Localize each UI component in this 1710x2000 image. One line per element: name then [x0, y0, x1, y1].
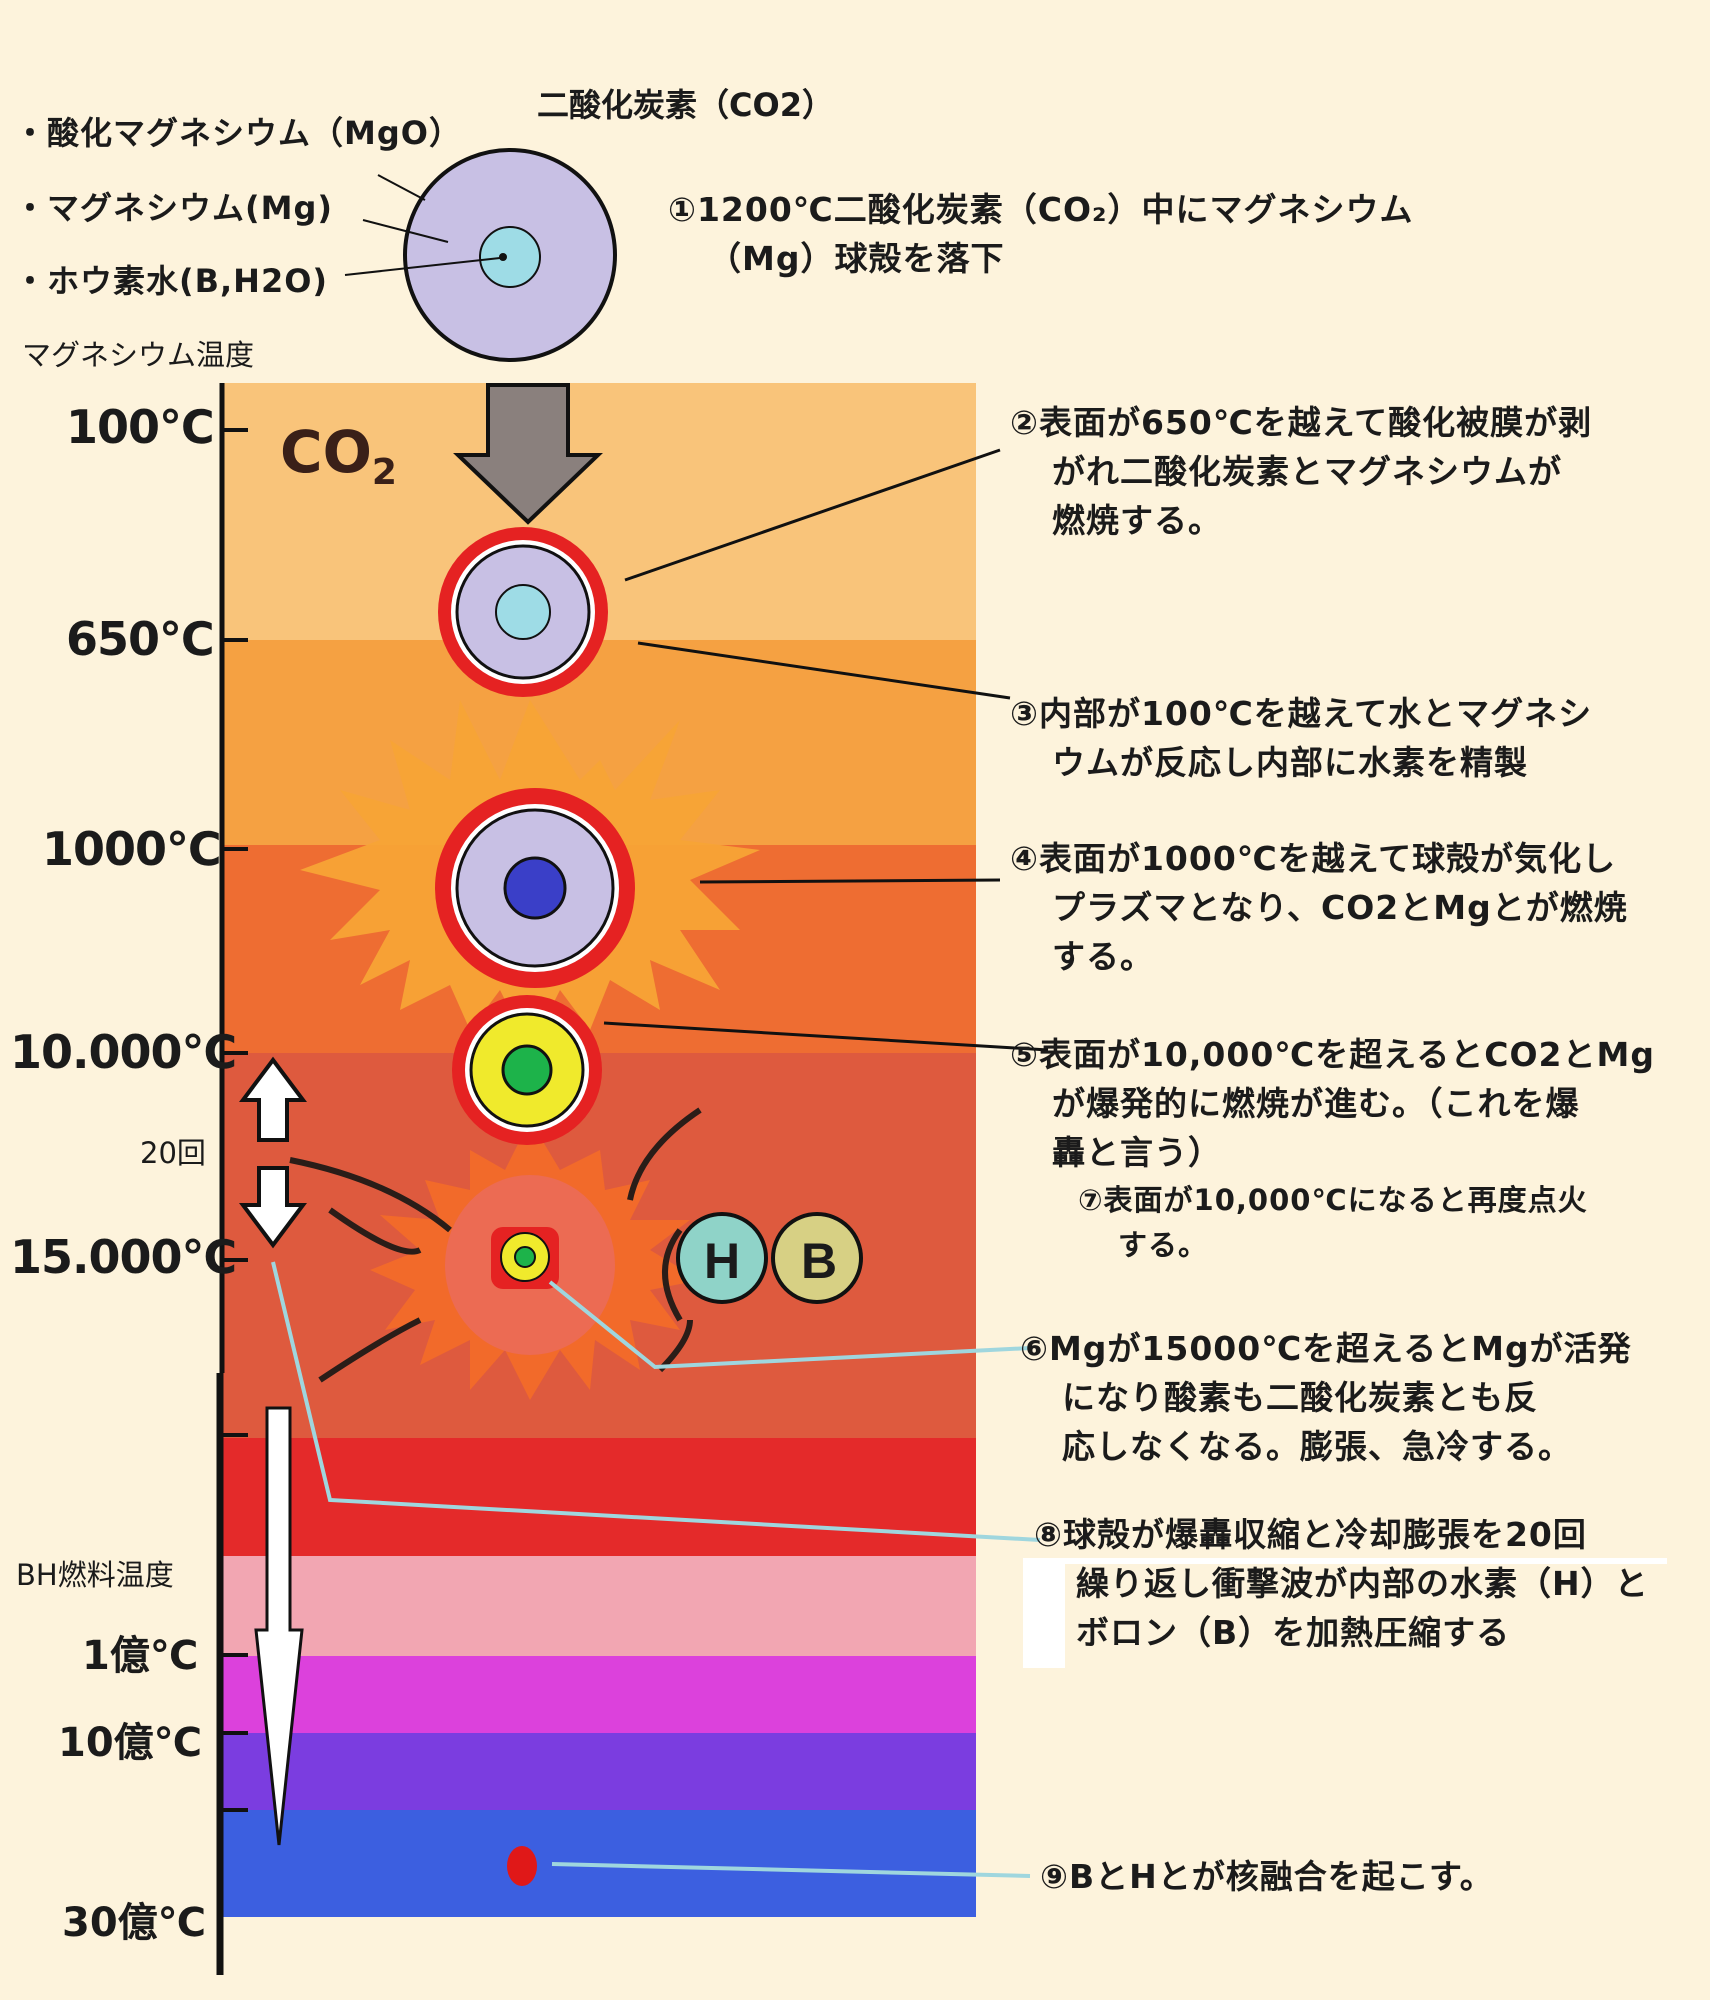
shell-core	[479, 226, 541, 288]
leader-mgo	[377, 174, 426, 201]
step-5-line-2: が爆発的に燃焼が進む。（これを爆	[1052, 1084, 1580, 1123]
band-red	[222, 1438, 976, 1556]
falling-arrow	[453, 383, 603, 525]
step-2-line-2: がれ二酸化炭素とマグネシウムが	[1052, 452, 1562, 491]
bh-heating-arrow	[254, 1406, 304, 1846]
step-1-line-2: （Mg）球殻を落下	[708, 239, 1005, 278]
step8-highlight	[1023, 1558, 1065, 1668]
step-5-line-1: ⑤表面が10,000℃を超えるとCO2とMg	[1010, 1035, 1655, 1074]
co2-zone-subscript: 2	[371, 452, 397, 493]
core-green-10000	[501, 1044, 553, 1096]
step-3-line-2: ウムが反応し内部に水素を精製	[1052, 743, 1528, 782]
step-4-line-1: ④表面が1000℃を越えて球殻が気化し	[1010, 839, 1617, 878]
step-6: ⑥Mgが15000℃を超えるとMgが活発 になり酸素も二酸化炭素とも反 応しなく…	[1020, 1324, 1632, 1471]
co2-label: 二酸化炭素（CO2）	[537, 86, 834, 124]
shell-10000	[452, 995, 602, 1145]
step-4-line-2: プラズマとなり、CO2とMgとが燃焼	[1052, 888, 1628, 927]
step-3: ③内部が100℃を越えて水とマグネシ ウムが反応し内部に水素を精製	[1010, 689, 1592, 787]
hydrogen-particle	[676, 1212, 768, 1304]
temp-1000: 1000℃	[42, 822, 222, 876]
step-6-line-3: 応しなくなる。膨張、急冷する。	[1062, 1427, 1572, 1466]
step-1-line-1: ①1200℃二酸化炭素（CO₂）中にマグネシウム	[668, 190, 1414, 229]
mg-label: ・マグネシウム(Mg)	[14, 189, 334, 227]
core-dot	[499, 253, 507, 261]
step-8-line-3: ボロン（B）を加熱圧縮する	[1076, 1613, 1511, 1652]
fusion-dot	[507, 1846, 537, 1886]
step-7-line-2: する。	[1118, 1228, 1209, 1262]
cycle-count-label: 20回	[140, 1136, 206, 1170]
co2-zone-label: CO2	[280, 418, 397, 493]
top-leader-lines	[344, 174, 501, 276]
cycle-down-arrow	[239, 1166, 307, 1249]
boron-letter: B	[801, 1233, 838, 1289]
leader-step4	[699, 878, 1001, 884]
initial-shell	[403, 148, 617, 362]
temp-650: 650℃	[66, 612, 215, 666]
leader-bw	[344, 257, 501, 276]
leader-step6	[548, 1280, 1031, 1370]
shell-1000	[435, 788, 635, 988]
cycle-up-arrow	[239, 1056, 307, 1142]
temp-100: 100℃	[66, 400, 215, 454]
step-6-line-2: になり酸素も二酸化炭素とも反	[1062, 1378, 1538, 1417]
band-violet	[222, 1733, 976, 1810]
step-leader-lines	[603, 448, 1049, 1052]
temp-15000: 15.000℃	[10, 1230, 237, 1284]
axis-ticks	[220, 428, 248, 1812]
temp-1oku: 1億℃	[82, 1633, 199, 1679]
shockwave-arc-4	[627, 1107, 702, 1201]
leader-step5	[603, 1021, 1049, 1052]
step-2-line-3: 燃焼する。	[1052, 501, 1222, 540]
shell-15000	[491, 1227, 559, 1289]
shockwave-arc-3	[318, 1317, 422, 1383]
band-pink	[222, 1556, 976, 1656]
co2-zone-text: CO	[280, 418, 372, 486]
leader-step9	[551, 1862, 1031, 1878]
shell-650	[438, 527, 608, 697]
temp-10000: 10.000℃	[10, 1025, 237, 1079]
mg-temp-axis-title: マグネシウム温度	[22, 338, 255, 372]
leader-step8	[271, 1261, 1041, 1542]
step-2-line-1: ②表面が650℃を越えて酸化被膜が剥	[1010, 403, 1593, 442]
shockwave-arc-2	[328, 1207, 422, 1255]
boron-water-label: ・ホウ素水(B,H2O)	[14, 262, 329, 300]
step-2: ②表面が650℃を越えて酸化被膜が剥 がれ二酸化炭素とマグネシウムが 燃焼する。	[1010, 398, 1592, 545]
temp-30oku: 30億℃	[62, 1900, 207, 1946]
shockwave-arc-5	[662, 1228, 683, 1322]
step-4-line-3: する。	[1052, 937, 1154, 976]
boron-particle	[771, 1212, 863, 1304]
step-8-line-2: 繰り返し衝撃波が内部の水素（H）と	[1076, 1564, 1649, 1603]
step-8: ⑧球殻が爆轟収縮と冷却膨張を20回 繰り返し衝撃波が内部の水素（H）と ボロン（…	[1034, 1510, 1649, 1657]
bh-temp-axis-title: BH燃料温度	[16, 1558, 174, 1592]
temp-10oku: 10億℃	[58, 1720, 203, 1766]
step-4: ④表面が1000℃を越えて球殻が気化し プラズマとなり、CO2とMgとが燃焼 す…	[1010, 834, 1628, 981]
step-9: ⑨BとHとが核融合を起こす。	[1040, 1852, 1494, 1901]
core-blue-1000	[503, 856, 567, 920]
step-9-line-1: ⑨BとHとが核融合を起こす。	[1040, 1857, 1494, 1896]
step8-highlight-top	[1023, 1558, 1667, 1564]
step-5: ⑤表面が10,000℃を超えるとCO2とMg が爆発的に燃焼が進む。（これを爆 …	[1010, 1030, 1655, 1177]
step-7: ⑦表面が10,000℃になると再度点火 する。	[1078, 1178, 1588, 1268]
cyan-leader-lines	[271, 1261, 1041, 1878]
hydrogen-letter: H	[704, 1233, 741, 1289]
leader-mg	[362, 219, 449, 243]
band-magenta	[222, 1656, 976, 1733]
step-3-line-1: ③内部が100℃を越えて水とマグネシ	[1010, 694, 1593, 733]
mgo-label: ・酸化マグネシウム（MgO）	[14, 114, 462, 152]
shockwave-arc-1	[289, 1157, 452, 1233]
step-8-line-1: ⑧球殻が爆轟収縮と冷却膨張を20回	[1034, 1515, 1587, 1554]
core-green-15000	[514, 1246, 536, 1268]
step-7-line-1: ⑦表面が10,000℃になると再度点火	[1078, 1183, 1588, 1217]
step-6-line-1: ⑥Mgが15000℃を超えるとMgが活発	[1020, 1329, 1632, 1368]
step-5-line-3: 轟と言う）	[1052, 1133, 1222, 1172]
leader-step3	[637, 641, 1011, 700]
core-cyan-650	[495, 584, 551, 640]
step-1: ①1200℃二酸化炭素（CO₂）中にマグネシウム （Mg）球殻を落下	[668, 185, 1413, 283]
leader-step2	[624, 448, 1001, 582]
